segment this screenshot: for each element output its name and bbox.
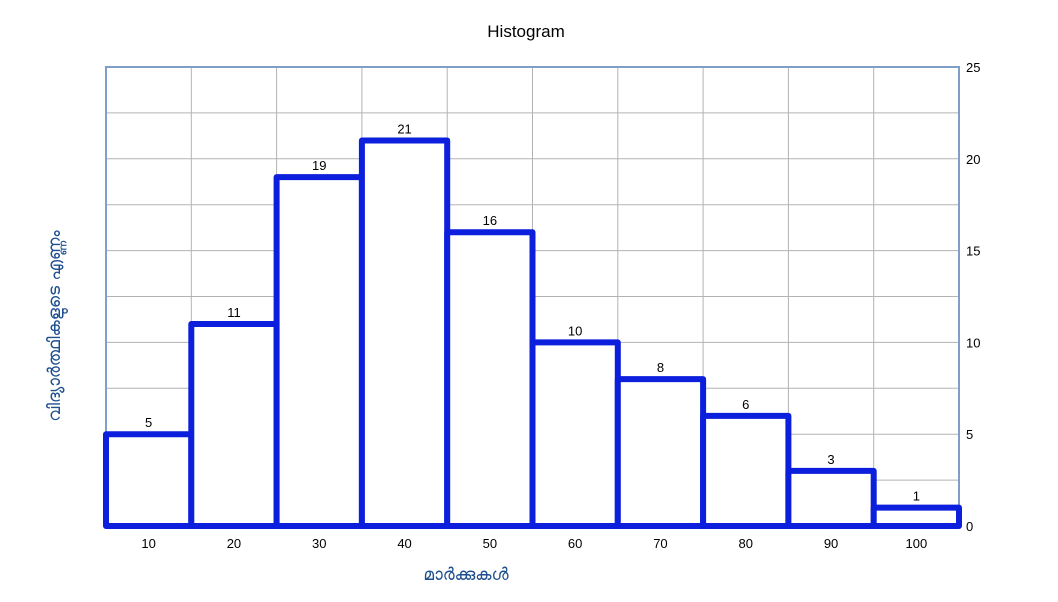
bar-40	[358, 137, 451, 529]
bar-10	[103, 431, 195, 530]
y-tick-label-0: 0	[966, 519, 973, 534]
y-tick-label-25: 25	[966, 60, 980, 75]
y-tick-labels: 0 5 10 15 20 25	[966, 60, 980, 534]
bars	[103, 137, 963, 530]
data-labels: 5 11 19 21 16 10 8 6 3 1	[145, 121, 920, 503]
data-label-100: 1	[913, 489, 920, 504]
x-tick-label-20: 20	[227, 536, 241, 551]
y-tick-label-20: 20	[966, 152, 980, 167]
y-tick-label-5: 5	[966, 427, 973, 442]
bar-20	[188, 321, 280, 530]
y-tick-label-15: 15	[966, 244, 980, 259]
x-tick-labels: 10 20 30 40 50 60 70 80 90 100	[141, 536, 927, 551]
x-tick-label-70: 70	[653, 536, 667, 551]
bar-60	[529, 339, 621, 529]
x-tick-label-60: 60	[568, 536, 582, 551]
data-label-60: 10	[568, 323, 582, 338]
data-label-10: 5	[145, 415, 152, 430]
bar-90	[785, 467, 877, 530]
x-tick-label-30: 30	[312, 536, 326, 551]
bar-70	[614, 376, 707, 529]
data-label-90: 3	[827, 452, 834, 467]
x-tick-label-10: 10	[141, 536, 155, 551]
bar-80	[700, 412, 792, 529]
data-label-80: 6	[742, 397, 749, 412]
data-label-70: 8	[657, 360, 664, 375]
data-label-30: 19	[312, 158, 326, 173]
y-axis-label: വിദ്യാർത്ഥികളുടെ എണ്ണം	[45, 230, 68, 422]
x-tick-label-50: 50	[483, 536, 497, 551]
bar-50	[444, 229, 536, 530]
x-tick-label-90: 90	[824, 536, 838, 551]
x-tick-label-100: 100	[905, 536, 927, 551]
data-label-20: 11	[227, 305, 241, 320]
y-tick-label-10: 10	[966, 335, 980, 350]
bar-30	[273, 174, 365, 529]
x-axis-label: മാർക്കുകൾ	[423, 565, 509, 585]
chart-title: Histogram	[487, 22, 564, 41]
bar-100	[870, 504, 963, 530]
data-label-40: 21	[397, 121, 411, 136]
data-label-50: 16	[483, 213, 497, 228]
x-tick-label-80: 80	[739, 536, 753, 551]
x-tick-label-40: 40	[397, 536, 411, 551]
